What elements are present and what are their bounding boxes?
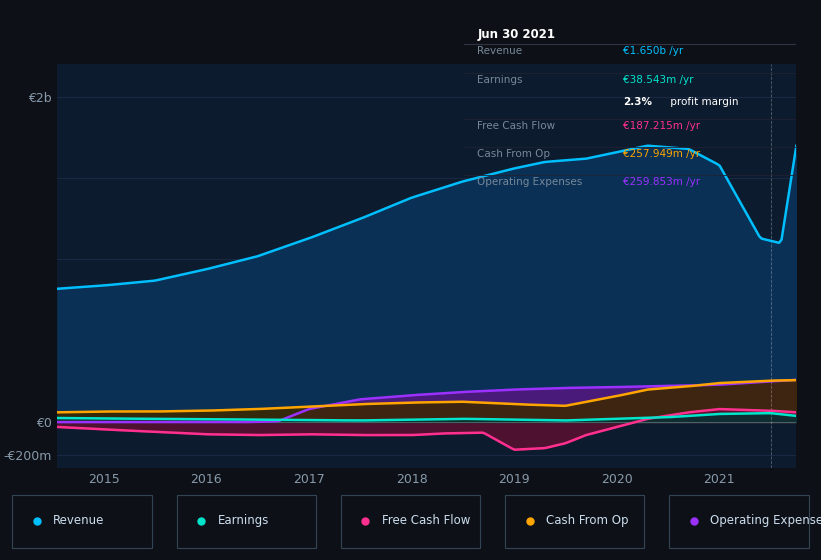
Text: profit margin: profit margin — [667, 97, 738, 107]
Text: Revenue: Revenue — [53, 514, 105, 528]
Text: Jun 30 2021: Jun 30 2021 — [477, 27, 555, 40]
Text: €187.215m /yr: €187.215m /yr — [623, 121, 700, 131]
Text: Cash From Op: Cash From Op — [477, 149, 550, 159]
Text: Free Cash Flow: Free Cash Flow — [382, 514, 470, 528]
Text: €38.543m /yr: €38.543m /yr — [623, 75, 694, 85]
Text: Earnings: Earnings — [218, 514, 269, 528]
Text: €1.650b /yr: €1.650b /yr — [623, 46, 684, 57]
Text: Operating Expenses: Operating Expenses — [710, 514, 821, 528]
Text: Revenue: Revenue — [477, 46, 522, 57]
Text: 2.3%: 2.3% — [623, 97, 653, 107]
Text: Earnings: Earnings — [477, 75, 523, 85]
Text: Cash From Op: Cash From Op — [546, 514, 628, 528]
Text: Operating Expenses: Operating Expenses — [477, 176, 582, 186]
Text: €257.949m /yr: €257.949m /yr — [623, 149, 700, 159]
Text: €259.853m /yr: €259.853m /yr — [623, 176, 700, 186]
Text: Free Cash Flow: Free Cash Flow — [477, 121, 555, 131]
